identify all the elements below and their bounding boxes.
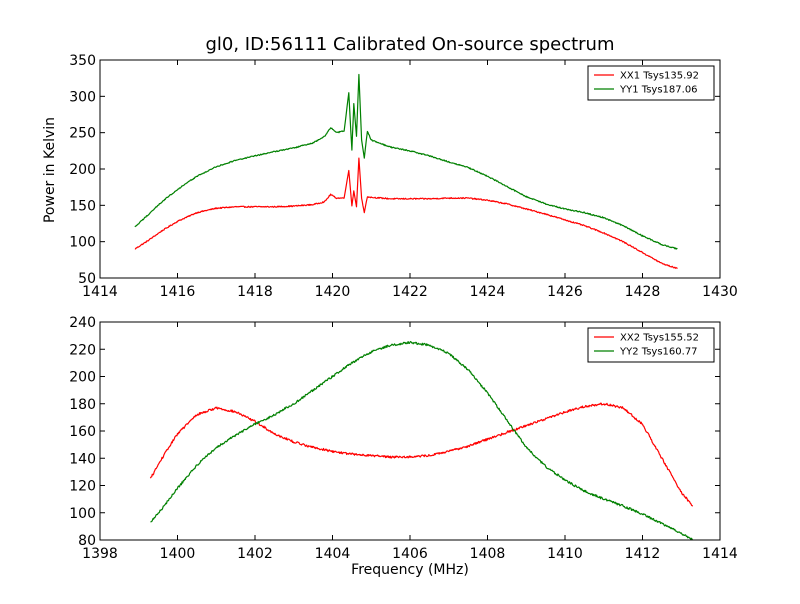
y-tick-label: 350 <box>69 53 96 69</box>
y-tick-label: 240 <box>69 315 96 331</box>
y-tick-label: 100 <box>69 506 96 522</box>
x-tick-label: 1410 <box>547 546 583 562</box>
chart-title: gl0, ID:56111 Calibrated On-source spect… <box>205 34 615 55</box>
series-line-2-2 <box>150 340 694 541</box>
x-tick-label: 1414 <box>82 284 118 300</box>
y-tick-label: 160 <box>69 424 96 440</box>
y-tick-label: 300 <box>69 89 96 105</box>
x-tick-label: 1424 <box>470 284 506 300</box>
x-tick-label: 1412 <box>625 546 661 562</box>
x-tick-label: 1414 <box>702 546 738 562</box>
legend-1: XX1 Tsys135.92 YY1 Tsys187.06 <box>587 65 715 101</box>
y-tick-label: 100 <box>69 235 96 251</box>
x-tick-label: 1428 <box>625 284 661 300</box>
series-line-2-1 <box>149 402 693 507</box>
legend-box <box>587 327 715 363</box>
x-tick-label: 1430 <box>702 284 738 300</box>
x-tick-label: 1400 <box>160 546 196 562</box>
chart-panel-1: 1414 1416 1418 1420 1422 1424 1426 1428 1430 50 10… <box>69 53 738 300</box>
y-tick-label: 120 <box>69 479 96 495</box>
legend-2: XX2 Tsys155.52 YY2 Tsys160.77 <box>587 327 715 363</box>
x-tick-label: 1404 <box>315 546 351 562</box>
x-tick-label: 1398 <box>82 546 118 562</box>
y-tick-label: 140 <box>69 451 96 467</box>
x-tick-label: 1420 <box>315 284 351 300</box>
legend-label: XX1 Tsys135.92 <box>620 71 699 82</box>
x-tick-label: 1418 <box>237 284 273 300</box>
legend-label: YY2 Tsys160.77 <box>619 347 698 358</box>
y-tick-label: 220 <box>69 342 96 358</box>
x-tick-label: 1416 <box>160 284 196 300</box>
series-line-1-2 <box>134 73 678 250</box>
chart-panel-2: 1398 1400 1402 1404 1406 1408 1410 1412 1414 80 10… <box>69 315 738 562</box>
legend-label: XX2 Tsys155.52 <box>620 333 699 344</box>
x-tick-label: 1422 <box>392 284 428 300</box>
y-tick-label: 200 <box>69 162 96 178</box>
y-tick-label: 80 <box>78 533 96 549</box>
x-tick-label: 1426 <box>547 284 583 300</box>
y-tick-label: 50 <box>78 271 96 287</box>
y-tick-label: 150 <box>69 198 96 214</box>
legend-label: YY1 Tsys187.06 <box>619 85 698 96</box>
y-axis-label-top: Power in Kelvin <box>42 116 58 224</box>
y-tick-label: 250 <box>69 126 96 142</box>
x-tick-label: 1402 <box>237 546 273 562</box>
x-tick-label: 1408 <box>470 546 506 562</box>
x-axis-label-bottom: Frequency (MHz) <box>351 562 469 578</box>
y-tick-label: 200 <box>69 370 96 386</box>
legend-box <box>587 65 715 101</box>
series-line-1-1 <box>134 157 678 269</box>
y-tick-label: 180 <box>69 397 96 413</box>
x-tick-label: 1406 <box>392 546 428 562</box>
